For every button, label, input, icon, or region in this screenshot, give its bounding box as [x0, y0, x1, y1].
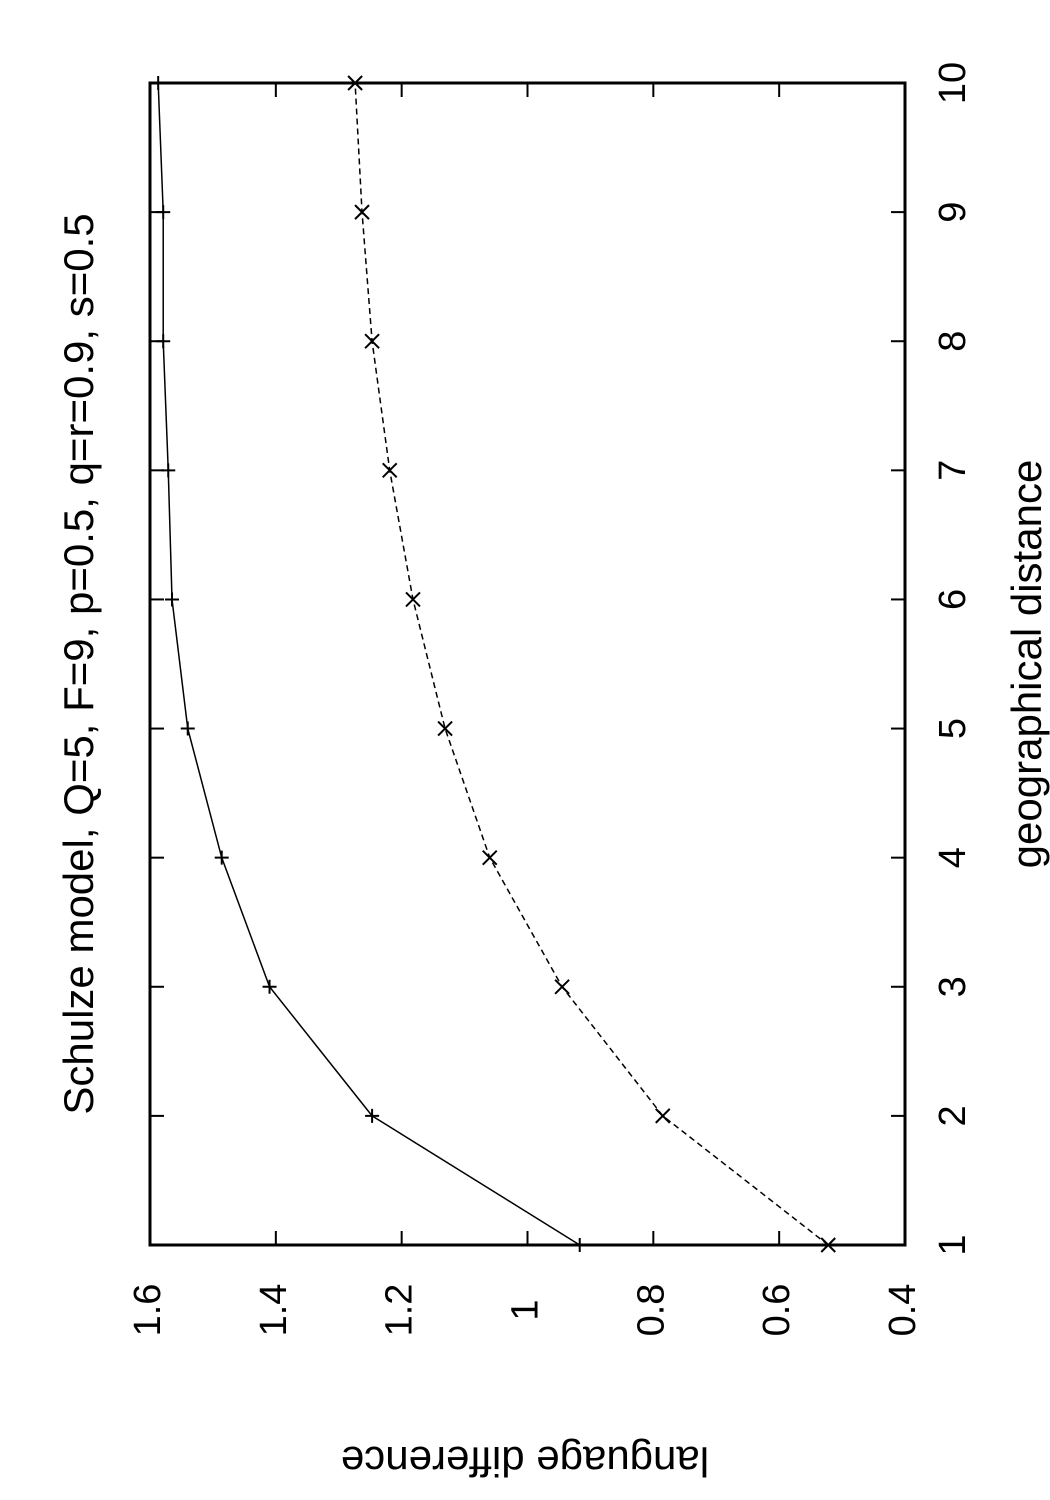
x-tick-label: 8 — [932, 331, 974, 352]
x-tick-label: 9 — [932, 202, 974, 223]
data-point — [482, 849, 498, 866]
data-point — [180, 721, 195, 736]
data-point — [151, 76, 166, 90]
x-tick-label: 2 — [932, 1105, 974, 1126]
x-tick-label: 1 — [932, 1234, 974, 1255]
x-tick-label: 10 — [932, 62, 974, 104]
y-tick-label: 0.4 — [882, 1284, 924, 1337]
data-point — [655, 1108, 671, 1124]
x-tick-label: 4 — [932, 847, 974, 868]
x-tick-label: 7 — [932, 460, 974, 481]
data-point — [161, 463, 176, 478]
x-tick-label: 3 — [932, 976, 974, 997]
data-point — [437, 720, 453, 737]
y-tick-label: 0.6 — [756, 1284, 798, 1337]
data-point — [214, 850, 229, 865]
data-point — [354, 204, 370, 220]
y-tick-label: 1.4 — [253, 1284, 295, 1337]
data-point — [262, 979, 277, 994]
data-point — [554, 979, 570, 995]
x-tick-label: 6 — [932, 589, 974, 610]
x-axis-label: geographical distance — [1003, 460, 1050, 869]
data-point — [156, 334, 171, 349]
data-point — [382, 462, 398, 479]
series-line — [157, 82, 581, 1246]
data-point — [405, 591, 421, 608]
y-tick-label: 1.2 — [379, 1284, 421, 1337]
y-tick-label: 0.8 — [630, 1284, 672, 1337]
data-point — [347, 75, 363, 91]
y-tick-label: 1 — [505, 1299, 547, 1320]
series-line — [354, 82, 829, 1246]
data-point — [572, 1238, 587, 1252]
x-tick-label: 5 — [932, 718, 974, 739]
data-point — [820, 1237, 836, 1253]
data-point — [156, 205, 171, 220]
data-point — [365, 1108, 380, 1123]
data-point — [165, 592, 180, 607]
plot-frame — [148, 81, 907, 1247]
y-tick-label: 1.6 — [127, 1284, 169, 1337]
chart-title: Schulze model, Q=5, F=9, p=0.5, q=r=0.9,… — [55, 213, 102, 1114]
data-point — [364, 333, 380, 349]
y-axis-label: language difference — [341, 1438, 709, 1485]
